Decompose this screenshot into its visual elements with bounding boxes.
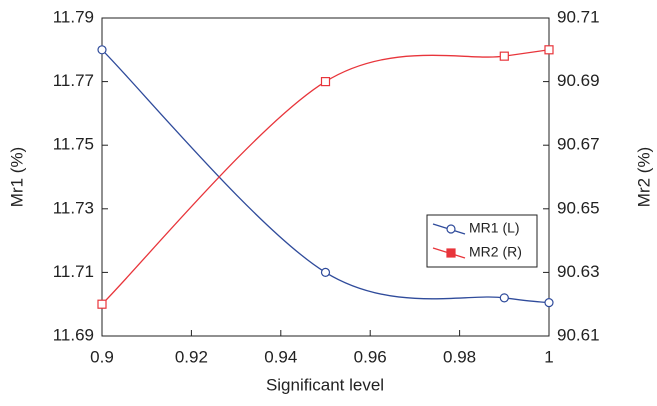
y2-tick-label: 90.67 [557,135,600,154]
y2-tick-label: 90.69 [557,71,600,90]
y-tick-label: 11.71 [53,262,94,281]
series-line [101,49,550,304]
y2-tick-label: 90.61 [557,325,600,344]
data-point [544,45,554,55]
data-point [499,293,509,303]
x-tick-label: 0.98 [443,347,476,366]
x-tick-label: 0.92 [175,347,208,366]
legend-label: MR1 (L) [469,220,520,236]
y-tick-label: 11.77 [53,71,94,90]
x-axis-label: Significant level [266,375,384,394]
legend-marker [446,224,456,234]
y2-axis-label: Mr2 (%) [634,147,653,207]
legend-marker [446,248,456,258]
y2-tick-label: 90.71 [557,7,600,26]
x-tick-label: 0.9 [90,347,114,366]
legend-label: MR2 (R) [469,244,522,260]
data-point [544,298,554,308]
y-axis-label: Mr1 (%) [7,147,26,207]
x-tick-label: 1 [544,347,553,366]
y-tick-label: 11.79 [53,7,94,26]
x-tick-label: 0.94 [264,347,297,366]
data-point [499,51,509,61]
x-tick-label: 0.96 [354,347,387,366]
y-tick-label: 11.69 [53,325,94,344]
data-point [320,76,331,87]
y-tick-label: 11.75 [53,135,94,154]
y2-tick-label: 90.63 [557,262,600,281]
y-tick-label: 11.73 [53,198,94,217]
plot-frame [101,17,550,337]
data-point [97,299,107,309]
data-point [320,267,331,277]
legend-box [426,214,538,268]
y2-tick-label: 90.65 [557,198,600,217]
series-line [101,49,550,305]
data-point [97,45,107,55]
